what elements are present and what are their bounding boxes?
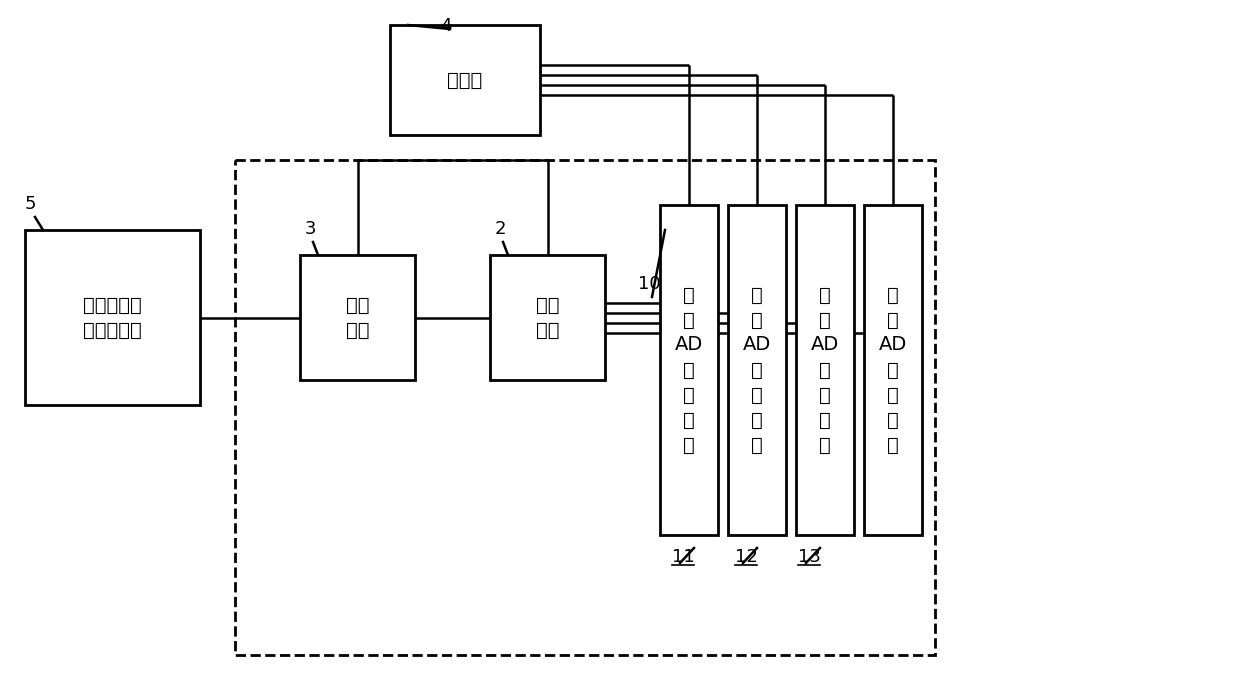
Bar — [864, 205, 923, 535]
Text: 第
三
AD
采
样
电
路: 第 三 AD 采 样 电 路 — [811, 286, 839, 455]
Text: 通信
单元: 通信 单元 — [346, 295, 370, 339]
Text: 10: 10 — [639, 275, 661, 293]
Text: 2: 2 — [495, 220, 506, 238]
Bar — [796, 205, 854, 535]
Text: 第
一
AD
采
样
电
路: 第 一 AD 采 样 电 路 — [675, 286, 703, 455]
Bar — [25, 230, 200, 405]
Text: 12: 12 — [735, 548, 758, 566]
Text: 4: 4 — [440, 17, 451, 35]
Text: 5: 5 — [25, 195, 36, 213]
Bar — [728, 205, 786, 535]
Bar — [236, 160, 935, 655]
Bar — [660, 205, 718, 535]
Text: 第
二
AD
采
样
电
路: 第 二 AD 采 样 电 路 — [743, 286, 771, 455]
Text: 11: 11 — [672, 548, 694, 566]
Bar — [391, 25, 539, 135]
Text: 3: 3 — [305, 220, 316, 238]
Text: 13: 13 — [799, 548, 821, 566]
Text: 机车中央网
络反馈单元: 机车中央网 络反馈单元 — [83, 295, 141, 339]
Text: 第
四
AD
采
样
电
路: 第 四 AD 采 样 电 路 — [879, 286, 908, 455]
Text: 列供柜: 列供柜 — [448, 70, 482, 90]
Text: 处理
单元: 处理 单元 — [536, 295, 559, 339]
Bar — [490, 255, 605, 380]
Bar — [300, 255, 415, 380]
